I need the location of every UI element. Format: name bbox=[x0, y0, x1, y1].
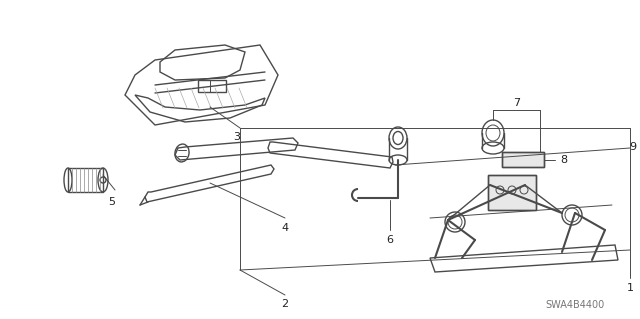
Bar bbox=[488, 175, 536, 210]
Bar bbox=[198, 80, 226, 92]
Text: 6: 6 bbox=[387, 235, 394, 245]
Text: 8: 8 bbox=[561, 155, 568, 165]
Bar bbox=[502, 152, 544, 167]
Bar bbox=[488, 175, 536, 210]
Text: 5: 5 bbox=[109, 197, 115, 207]
Bar bbox=[502, 152, 544, 167]
Text: 2: 2 bbox=[282, 299, 289, 309]
Text: 7: 7 bbox=[513, 98, 520, 108]
Text: 9: 9 bbox=[629, 142, 637, 152]
Text: SWA4B4400: SWA4B4400 bbox=[545, 300, 605, 310]
Text: 1: 1 bbox=[627, 283, 634, 293]
Text: 4: 4 bbox=[282, 223, 289, 233]
Bar bbox=[68, 168, 103, 192]
Text: 3: 3 bbox=[234, 132, 241, 142]
